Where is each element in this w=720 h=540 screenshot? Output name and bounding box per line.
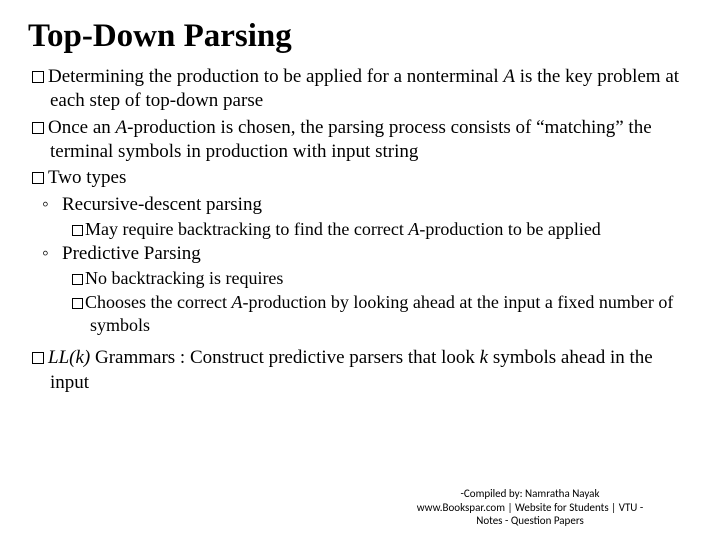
square-bullet-icon bbox=[32, 122, 44, 134]
square-bullet-icon bbox=[72, 298, 83, 309]
text: Once an bbox=[48, 117, 116, 138]
text: -production to be applied bbox=[419, 219, 600, 239]
bullet-3-2-1: No backtracking is requires bbox=[90, 267, 692, 290]
slide: Top-Down Parsing Determining the product… bbox=[0, 0, 720, 540]
text: Recursive-descent parsing bbox=[62, 194, 262, 215]
text: Determining the production to be applied… bbox=[48, 66, 503, 87]
text-italic: A bbox=[503, 66, 515, 87]
text-italic: A bbox=[116, 117, 128, 138]
text: Grammars : Construct predictive parsers … bbox=[90, 347, 479, 368]
slide-title: Top-Down Parsing bbox=[28, 18, 692, 55]
footer: -Compiled by: Namratha Nayak www.Bookspa… bbox=[410, 487, 650, 528]
square-bullet-icon bbox=[32, 352, 44, 364]
text-italic: k bbox=[480, 347, 488, 368]
square-bullet-icon bbox=[32, 172, 44, 184]
text: No backtracking is requires bbox=[85, 268, 283, 288]
text: Predictive Parsing bbox=[62, 243, 201, 264]
bullet-3-2-2: Chooses the correct A-production by look… bbox=[90, 291, 692, 337]
footer-line-1: -Compiled by: Namratha Nayak bbox=[410, 487, 650, 501]
footer-line-2: www.Bookspar.com | Website for Students … bbox=[410, 501, 650, 529]
text-italic: A bbox=[231, 292, 242, 312]
text: May require backtracking to find the cor… bbox=[85, 219, 408, 239]
text: Chooses the correct bbox=[85, 292, 231, 312]
bullet-1: Determining the production to be applied… bbox=[50, 65, 692, 114]
bullet-3-2: ◦Predictive Parsing bbox=[70, 242, 692, 266]
bullet-3: Two types bbox=[50, 166, 692, 190]
slide-content: Determining the production to be applied… bbox=[28, 65, 692, 395]
bullet-3-1: ◦Recursive-descent parsing bbox=[70, 193, 692, 217]
text: Two types bbox=[48, 167, 126, 188]
square-bullet-icon bbox=[72, 274, 83, 285]
square-bullet-icon bbox=[32, 71, 44, 83]
text-italic: A bbox=[408, 219, 419, 239]
square-bullet-icon bbox=[72, 225, 83, 236]
bullet-3-1-1: May require backtracking to find the cor… bbox=[90, 218, 692, 241]
bullet-4: LL(k) Grammars : Construct predictive pa… bbox=[50, 346, 692, 395]
bullet-2: Once an A-production is chosen, the pars… bbox=[50, 116, 692, 165]
text: -production is chosen, the parsing proce… bbox=[50, 117, 652, 162]
text-italic: LL(k) bbox=[48, 347, 90, 368]
